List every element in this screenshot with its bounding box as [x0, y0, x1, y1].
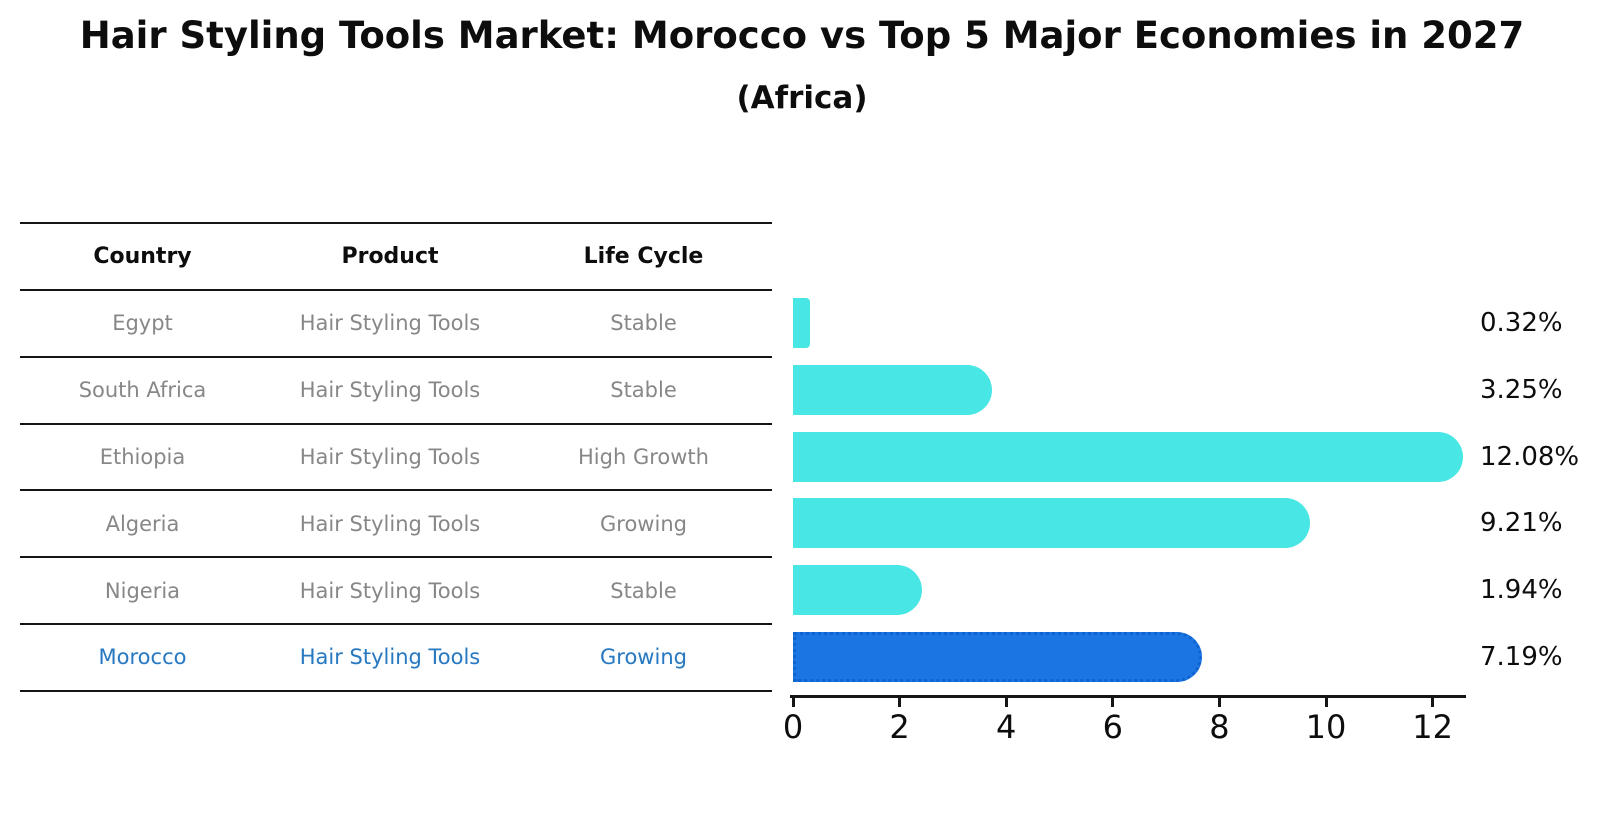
bar-morocco	[793, 632, 1202, 682]
life-cycle-cell: High Growth	[578, 444, 709, 469]
country-cell: Nigeria	[104, 578, 181, 603]
x-axis-tick	[898, 698, 902, 707]
x-axis-tick	[1431, 698, 1435, 707]
x-axis-tick	[791, 698, 795, 707]
table-row-nigeria: Nigeria Hair Styling Tools Stable	[20, 558, 772, 625]
country-cell: Algeria	[105, 511, 180, 536]
x-axis-tick-label: 8	[1209, 708, 1230, 746]
table-row-morocco: Morocco Hair Styling Tools Growing	[20, 625, 772, 692]
value-label-ethiopia: 12.08%	[1480, 442, 1580, 472]
x-axis-tick	[1004, 698, 1008, 707]
value-label-algeria: 9.21%	[1480, 508, 1563, 538]
x-axis-tick	[1324, 698, 1328, 707]
bar-egypt	[793, 298, 810, 348]
x-axis-tick-label: 12	[1412, 708, 1453, 746]
table-header-row: Country Product Life Cycle	[20, 224, 772, 291]
value-label-south-africa: 3.25%	[1480, 375, 1563, 405]
country-cell: Ethiopia	[99, 444, 186, 469]
life-cycle-cell: Stable	[610, 378, 677, 403]
table-row-ethiopia: Ethiopia Hair Styling Tools High Growth	[20, 425, 772, 492]
product-cell: Hair Styling Tools	[299, 378, 481, 403]
product-cell: Hair Styling Tools	[299, 511, 481, 536]
table-row-south-africa: South Africa Hair Styling Tools Stable	[20, 358, 772, 425]
life-cycle-cell: Growing	[600, 511, 687, 536]
page-subtitle: (Africa)	[736, 80, 868, 116]
value-label-nigeria: 1.94%	[1480, 575, 1563, 605]
x-axis-tick-label: 4	[996, 708, 1017, 746]
value-label-morocco: 7.19%	[1480, 642, 1563, 672]
product-cell: Hair Styling Tools	[299, 645, 481, 670]
x-axis-line	[790, 695, 1466, 698]
x-axis-tick-label: 10	[1305, 708, 1347, 746]
page-title: Hair Styling Tools Market: Morocco vs To…	[79, 14, 1525, 57]
bar-nigeria	[793, 565, 922, 615]
country-cell: South Africa	[78, 378, 207, 403]
table-row-egypt: Egypt Hair Styling Tools Stable	[20, 291, 772, 358]
life-cycle-cell: Growing	[600, 645, 687, 670]
life-cycle-cell: Stable	[610, 311, 677, 336]
country-cell: Morocco	[98, 645, 187, 670]
x-axis-tick	[1111, 698, 1115, 707]
x-axis-tick-label: 0	[782, 708, 804, 746]
product-cell: Hair Styling Tools	[299, 311, 481, 336]
life-cycle-cell: Stable	[610, 578, 677, 603]
x-axis-tick-label: 2	[889, 708, 910, 746]
product-cell: Hair Styling Tools	[299, 444, 481, 469]
x-axis-tick	[1217, 698, 1221, 707]
bar-algeria	[793, 498, 1310, 548]
product-cell: Hair Styling Tools	[299, 578, 481, 603]
value-label-egypt: 0.32%	[1480, 308, 1563, 338]
column-header-product: Product	[341, 244, 439, 269]
bar-ethiopia	[793, 432, 1463, 482]
bar-south-africa	[793, 365, 992, 415]
x-axis-tick-label: 6	[1102, 708, 1123, 746]
column-header-country: Country	[93, 244, 192, 269]
comparison-table: Country Product Life Cycle Egypt Hair Sty…	[20, 222, 772, 692]
country-cell: Egypt	[112, 311, 173, 336]
table-row-algeria: Algeria Hair Styling Tools Growing	[20, 491, 772, 559]
column-header-life-cycle: Life Cycle	[583, 244, 704, 269]
